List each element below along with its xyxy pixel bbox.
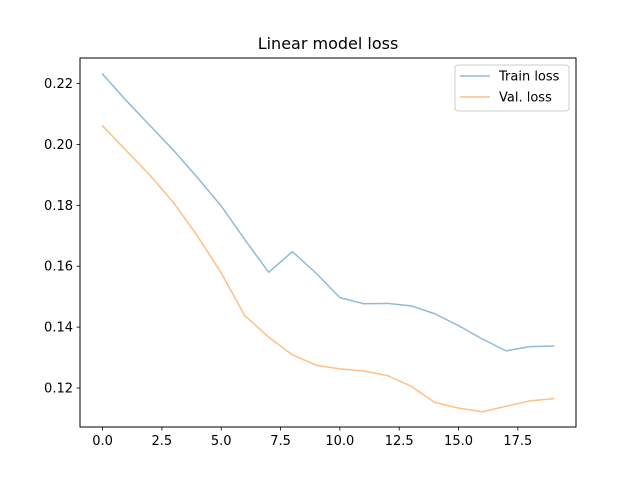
x-tick-label: 15.0 bbox=[444, 434, 473, 449]
chart-title: Linear model loss bbox=[258, 34, 399, 53]
y-tick-label: 0.20 bbox=[44, 138, 73, 153]
plot-frame bbox=[79, 57, 577, 428]
series-line-val-loss bbox=[101, 124, 555, 413]
x-axis: 0.0 2.5 5.0 7.5 10.0 12.5 15.0 17.5 bbox=[92, 427, 532, 449]
legend-label-train-loss: Train loss bbox=[498, 70, 560, 85]
y-tick-label: 0.14 bbox=[44, 321, 73, 336]
y-tick-label: 0.22 bbox=[44, 77, 73, 92]
series-line-train-loss bbox=[101, 73, 555, 352]
x-tick-label: 0.0 bbox=[92, 434, 113, 449]
y-tick-label: 0.18 bbox=[44, 199, 73, 214]
legend: Train loss Val. loss bbox=[454, 64, 570, 112]
x-tick-label: 10.0 bbox=[325, 434, 354, 449]
x-tick-label: 12.5 bbox=[385, 434, 414, 449]
y-axis: 0.12 0.14 0.16 0.18 0.20 0.22 bbox=[44, 77, 80, 397]
y-tick-label: 0.16 bbox=[44, 260, 73, 275]
x-tick-label: 7.5 bbox=[270, 434, 291, 449]
legend-label-val-loss: Val. loss bbox=[499, 91, 552, 106]
y-tick-label: 0.12 bbox=[44, 382, 73, 397]
x-tick-label: 5.0 bbox=[211, 434, 232, 449]
x-tick-label: 2.5 bbox=[152, 434, 173, 449]
series-layer bbox=[101, 73, 555, 413]
x-tick-label: 17.5 bbox=[503, 434, 532, 449]
